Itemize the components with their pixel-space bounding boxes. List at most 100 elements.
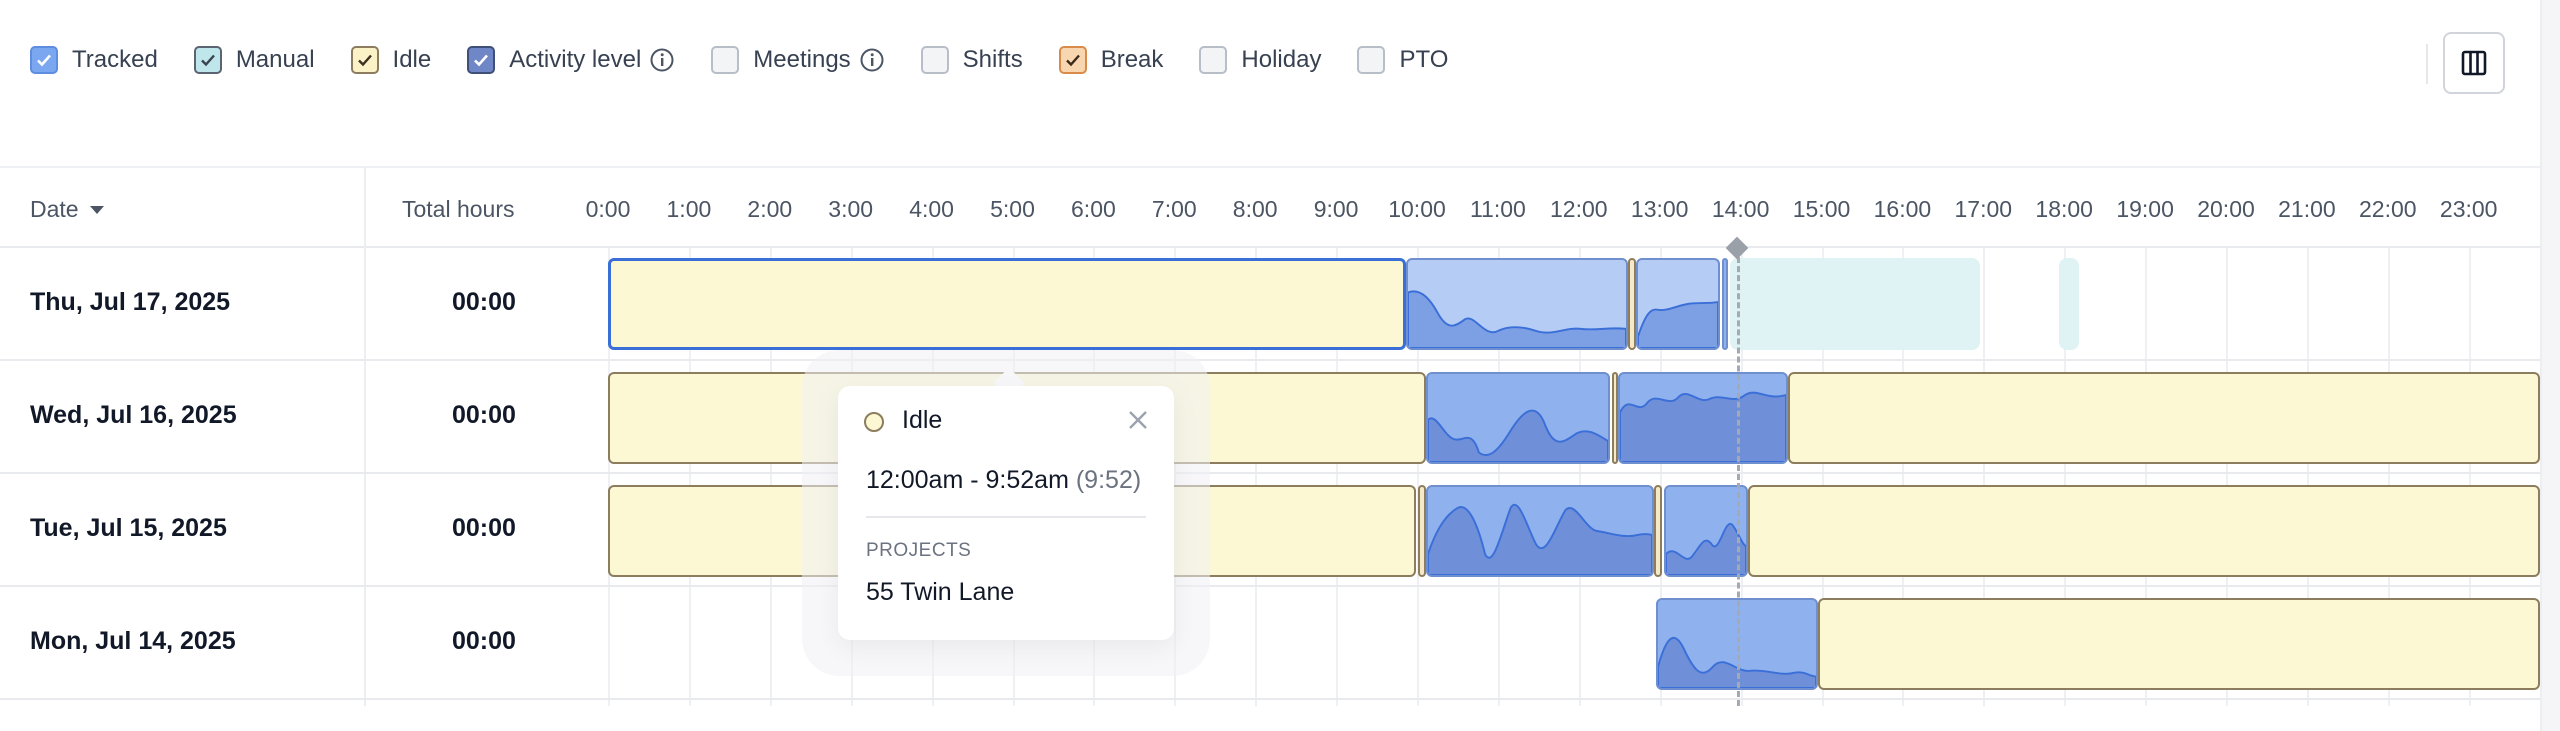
activity-wave <box>1620 391 1786 462</box>
filter-pto[interactable]: PTO <box>1357 46 1448 74</box>
hour-gridline <box>1174 248 1177 706</box>
tracked-block[interactable] <box>1636 258 1720 350</box>
filter-meetings[interactable]: Meetings <box>711 46 884 74</box>
holiday-checkbox[interactable] <box>1199 46 1228 74</box>
hour-tick-label: 13:00 <box>1630 196 1689 222</box>
hour-tick-label: 3:00 <box>828 196 874 222</box>
hour-tick-label: 2:00 <box>747 196 793 222</box>
hour-gridline <box>769 248 772 706</box>
break-checkbox[interactable] <box>1058 46 1087 74</box>
filter-shifts[interactable]: Shifts <box>920 46 1023 74</box>
hour-tick-label: 18:00 <box>2035 196 2093 222</box>
hour-gridline <box>1659 248 1662 706</box>
idle-block-selected[interactable] <box>608 258 1406 350</box>
filter-tracked[interactable]: Tracked <box>30 46 158 74</box>
tracked-block[interactable] <box>1722 258 1728 350</box>
shift-block[interactable] <box>2059 258 2079 350</box>
row-total: 00:00 <box>452 627 516 655</box>
info-icon[interactable] <box>649 47 675 73</box>
filter-break[interactable]: Break <box>1058 46 1163 74</box>
filter-label: PTO <box>1399 46 1449 73</box>
row-total: 00:00 <box>452 401 516 429</box>
project-name: 55 Twin Lane <box>866 578 1015 606</box>
break-block[interactable] <box>1628 258 1636 350</box>
hour-tick-label: 20:00 <box>2197 196 2255 222</box>
columns-button[interactable] <box>2443 32 2505 94</box>
tooltip-time: 12:00am - 9:52am (9:52) <box>866 466 1141 495</box>
hour-tick-label: 11:00 <box>1469 196 1526 222</box>
filter-label: Idle <box>392 46 432 73</box>
filter-holiday[interactable]: Holiday <box>1199 46 1321 74</box>
legend-filters: Tracked Manual Idle Activity level Meeti… <box>30 46 1484 74</box>
filter-activity-level[interactable]: Activity level <box>467 46 675 74</box>
hour-tick-label: 0:00 <box>585 196 631 222</box>
info-icon[interactable] <box>859 47 885 73</box>
hour-tick-label: 10:00 <box>1388 196 1446 222</box>
row-total: 00:00 <box>452 514 516 542</box>
hour-gridline <box>1255 248 1258 706</box>
shift-block[interactable] <box>1730 258 1980 350</box>
table-row: Tue, Jul 15, 2025 00:00 <box>0 474 2540 587</box>
hour-tick-label: 17:00 <box>1954 196 2013 222</box>
meetings-checkbox[interactable] <box>711 46 740 74</box>
hour-tick-label: 14:00 <box>1711 196 1770 222</box>
idle-block[interactable] <box>1788 372 2540 464</box>
idle-block[interactable] <box>1748 485 2540 577</box>
hour-gridline <box>1983 248 1986 706</box>
break-block[interactable] <box>1612 372 1618 464</box>
hour-gridline <box>1417 248 1419 706</box>
table-row: Wed, Jul 16, 2025 00:00 <box>0 361 2540 474</box>
tracked-block[interactable] <box>1426 372 1610 464</box>
tracked-checkbox[interactable] <box>30 46 58 74</box>
hour-tick-label: 12:00 <box>1550 196 1608 222</box>
close-icon[interactable] <box>1124 406 1152 434</box>
filter-label: Shifts <box>962 46 1023 73</box>
break-block[interactable] <box>1654 485 1662 577</box>
filter-label: Meetings <box>753 46 851 73</box>
activity-wave <box>1666 522 1746 575</box>
hour-gridline <box>608 248 610 706</box>
idle-dot-icon <box>864 412 884 432</box>
tracked-block[interactable] <box>1618 372 1788 464</box>
hour-gridline <box>2387 248 2390 706</box>
hour-gridline <box>2226 248 2228 706</box>
filter-manual[interactable]: Manual <box>193 46 315 74</box>
hour-tick-label: 4:00 <box>909 196 954 222</box>
check-icon <box>357 54 372 67</box>
hour-tick-label: 23:00 <box>2439 196 2498 222</box>
hour-gridline <box>1821 248 1824 706</box>
manual-checkbox[interactable] <box>193 46 222 74</box>
shifts-checkbox[interactable] <box>920 46 949 74</box>
hour-gridline <box>2306 248 2309 706</box>
hour-gridline <box>1902 248 1905 706</box>
filter-label: Manual <box>235 46 315 73</box>
idle-tooltip: Idle 12:00am - 9:52am (9:52) PROJECTS 55… <box>838 386 1174 640</box>
idle-block[interactable] <box>1818 598 2540 690</box>
scrollbar-track[interactable] <box>2540 0 2560 731</box>
pto-checkbox[interactable] <box>1357 46 1386 74</box>
filter-label: Tracked <box>72 46 158 73</box>
activity-level-checkbox[interactable] <box>467 46 496 74</box>
hour-tick-label: 9:00 <box>1313 196 1359 222</box>
date-column-header[interactable]: Date <box>30 196 107 223</box>
hour-gridline <box>2064 248 2067 706</box>
table-row: Thu, Jul 17, 2025 00:00 <box>0 248 2540 361</box>
idle-checkbox[interactable] <box>350 46 379 74</box>
tooltip-duration: (9:52) <box>1075 466 1142 494</box>
table-header: Date Total hours 0:00 1:00 2:00 3:00 4:00 5:0… <box>0 166 2540 248</box>
filter-idle[interactable]: Idle <box>350 46 432 74</box>
tracked-block[interactable] <box>1664 485 1748 577</box>
hour-gridline <box>1497 248 1500 706</box>
row-date: Mon, Jul 14, 2025 <box>30 627 236 655</box>
break-block[interactable] <box>1418 485 1426 577</box>
column-divider <box>364 166 366 706</box>
activity-wave <box>1428 504 1652 575</box>
filter-label: Activity level <box>509 46 642 73</box>
check-icon <box>474 54 489 67</box>
hour-tick-label: 16:00 <box>1873 196 1932 222</box>
check-icon <box>1065 54 1080 67</box>
columns-icon <box>2461 50 2487 76</box>
hour-tick-label: 5:00 <box>990 196 1035 222</box>
tracked-block[interactable] <box>1426 485 1654 577</box>
tracked-block[interactable] <box>1406 258 1628 350</box>
